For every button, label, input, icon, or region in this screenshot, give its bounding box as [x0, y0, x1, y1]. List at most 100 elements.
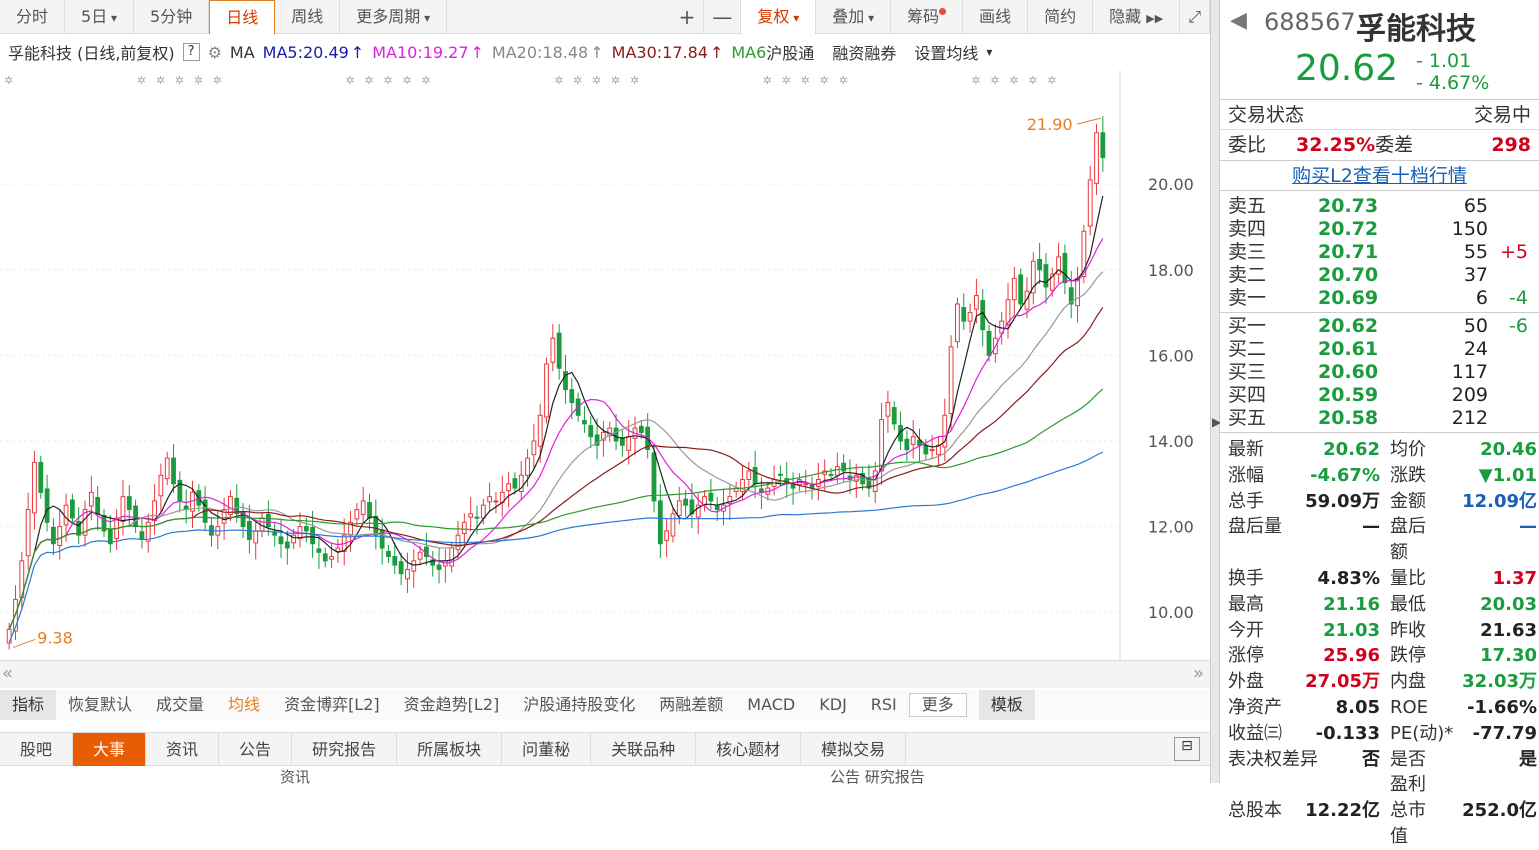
candle-body: [449, 547, 455, 567]
event-marker-icon: ✲: [175, 74, 184, 87]
collapse-panel-icon[interactable]: ⊟: [1174, 737, 1200, 761]
stat-value: 27.05万: [1305, 671, 1380, 693]
settings-gear-icon[interactable]: ⚙: [207, 42, 222, 62]
stat-label: 涨停: [1228, 645, 1264, 667]
event-marker-icon: ✲: [137, 74, 146, 87]
ask-label: 卖五: [1228, 195, 1267, 217]
stat-label: 量比: [1390, 567, 1426, 589]
tab-sim-trade[interactable]: 模拟交易: [801, 733, 907, 766]
candle-body: [955, 303, 960, 343]
chevron-down-icon: ▾: [986, 45, 993, 59]
candle-body: [689, 499, 695, 515]
tab-more-periods[interactable]: 更多周期: [340, 0, 448, 34]
margin-diff-tab[interactable]: 两融差额: [659, 695, 724, 714]
candle-body: [948, 346, 954, 415]
restore-default-tab[interactable]: 恢复默认: [68, 695, 133, 714]
tab-sectors[interactable]: 所属板块: [397, 733, 503, 766]
fullscreen-icon[interactable]: ⤢: [1180, 0, 1210, 34]
candle-body: [714, 505, 720, 510]
candle-body: [670, 513, 676, 537]
fund-trend-tab[interactable]: 资金趋势[L2]: [403, 695, 500, 714]
candle-body: [316, 548, 322, 553]
fund-game-tab[interactable]: 资金博弈[L2]: [284, 695, 380, 714]
draw-button[interactable]: 画线: [963, 0, 1029, 34]
zoom-out-button[interactable]: —: [704, 0, 742, 34]
tab-daily[interactable]: 日线: [209, 0, 276, 34]
back-arrow-icon[interactable]: ◀: [1230, 8, 1247, 33]
scroll-left-icon[interactable]: «: [2, 663, 14, 684]
hgt-link[interactable]: 沪股通: [766, 44, 815, 63]
candle-body: [1011, 277, 1017, 301]
kline-chart[interactable]: 20.00 18.00 16.00 14.00 12.00 10.00 ✲ ✲ ✲ ✲ ✲ ✲ ✲ ✲ ✲ ✲…: [0, 70, 1210, 660]
tab-weekly[interactable]: 周线: [275, 0, 341, 34]
tab-research[interactable]: 研究报告: [292, 733, 398, 766]
bid-delta: [1488, 338, 1528, 361]
tab-ask-secretary[interactable]: 问董秘: [502, 733, 592, 766]
candle-body: [284, 541, 290, 549]
chart-scrollbar[interactable]: « »: [0, 660, 1210, 688]
candle-body: [1081, 230, 1087, 278]
candle-body: [569, 389, 575, 403]
tab-related[interactable]: 关联品种: [591, 733, 697, 766]
event-marker-icon: ✲: [820, 74, 829, 87]
macd-tab[interactable]: MACD: [747, 695, 796, 714]
tab-events[interactable]: 大事: [73, 733, 147, 766]
event-marker-icon: ✲: [990, 74, 999, 87]
bid-level: 买三 20.60 117: [1220, 361, 1539, 384]
tab-core-themes[interactable]: 核心题材: [696, 733, 802, 766]
panel-divider[interactable]: ▶: [1210, 0, 1222, 783]
ma-tab[interactable]: 均线: [228, 695, 261, 714]
more-indicators-button[interactable]: 更多: [908, 693, 967, 717]
set-ma-button[interactable]: 设置均线: [914, 44, 979, 63]
tab-5day[interactable]: 5日: [65, 0, 135, 34]
tab-intraday[interactable]: 分时: [0, 0, 66, 34]
rsi-tab[interactable]: RSI: [870, 695, 897, 714]
candle-body: [626, 436, 632, 451]
candle-body: [379, 529, 385, 549]
margin-trading-link[interactable]: 融资融券: [832, 44, 897, 63]
scroll-right-icon[interactable]: »: [1192, 663, 1204, 684]
event-marker-icon: ✲: [4, 74, 13, 87]
event-marker-icon: ✲: [782, 74, 791, 87]
collapse-arrow-icon[interactable]: ▶: [1212, 415, 1222, 429]
stat-label: 盘后量: [1228, 516, 1282, 538]
template-button[interactable]: 模板: [978, 690, 1035, 720]
ask-level: 卖三 20.71 55 +5: [1220, 241, 1539, 264]
stat-label: PE(动)*: [1390, 722, 1454, 744]
bid-delta: -6: [1509, 315, 1528, 337]
kdj-tab[interactable]: KDJ: [819, 695, 847, 714]
candle-body: [405, 568, 410, 580]
ma60-value: MA6: [731, 42, 767, 62]
adjust-button[interactable]: 复权: [741, 0, 817, 34]
zoom-in-button[interactable]: +: [671, 0, 705, 34]
ma30-arrow-icon: ↑: [709, 42, 724, 62]
candle-body: [38, 461, 44, 493]
event-marker-icon: ✲: [365, 74, 374, 87]
event-marker-icon: ✲: [592, 74, 601, 87]
ask-delta: -4: [1509, 287, 1528, 309]
tab-announcements[interactable]: 公告: [219, 733, 293, 766]
chips-button[interactable]: 筹码: [891, 0, 964, 34]
chips-label: 筹码: [907, 7, 940, 26]
ask-volume: 55: [1463, 241, 1488, 263]
candle-body: [386, 550, 391, 558]
tab-news[interactable]: 资讯: [146, 733, 220, 766]
buy-l2-link[interactable]: 购买L2查看十档行情: [1220, 161, 1539, 191]
candle-body: [348, 521, 353, 536]
candle-body: [164, 457, 170, 480]
last-price: 20.62: [1295, 48, 1399, 89]
volume-tab[interactable]: 成交量: [156, 695, 205, 714]
candle-body: [613, 427, 619, 442]
indicator-tab[interactable]: 指标: [0, 690, 57, 720]
overlay-button[interactable]: 叠加: [816, 0, 892, 34]
tab-5min[interactable]: 5分钟: [134, 0, 210, 34]
ma10-arrow-icon: ↑: [470, 42, 484, 62]
ma10-value: MA10:19.27: [372, 42, 469, 62]
simple-button[interactable]: 简约: [1028, 0, 1094, 34]
hide-button[interactable]: 隐藏 ▶▶: [1093, 0, 1181, 34]
candle-body: [417, 551, 423, 560]
hgt-holdings-tab[interactable]: 沪股通持股变化: [523, 695, 636, 714]
tab-forum[interactable]: 股吧: [0, 733, 74, 766]
bid-volume: 24: [1463, 338, 1488, 360]
help-icon[interactable]: ?: [182, 43, 200, 61]
